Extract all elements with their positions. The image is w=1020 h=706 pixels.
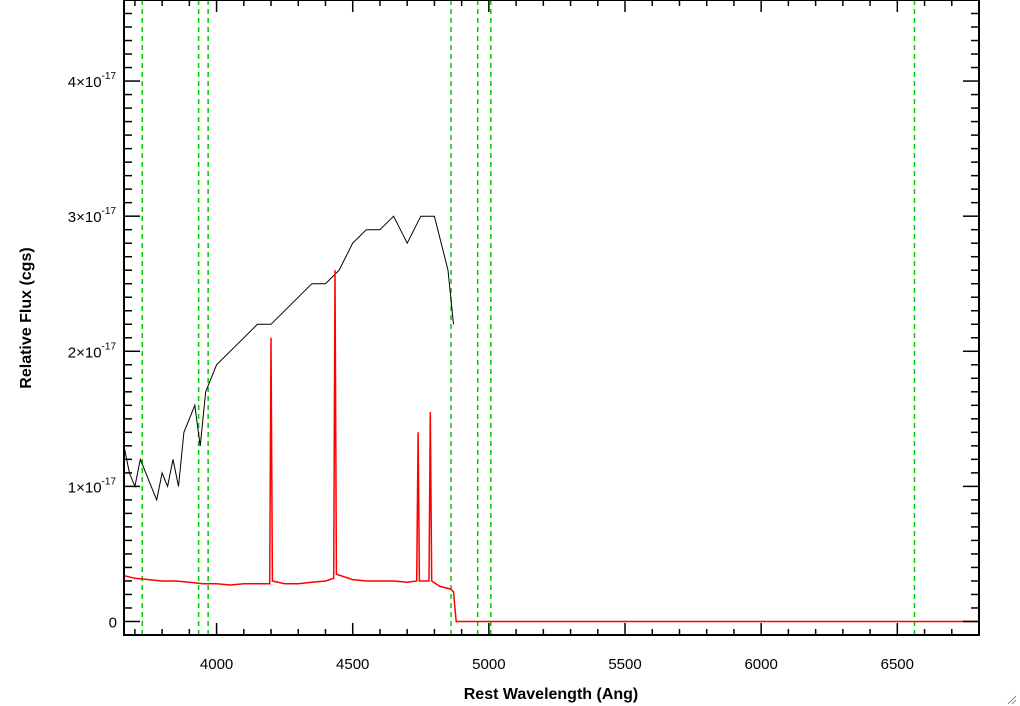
plot-axes [123, 0, 980, 636]
x-tick-label: 4000 [200, 656, 233, 673]
x-tick-label: 6000 [744, 656, 777, 673]
y-axis-label: Relative Flux (cgs) [18, 247, 35, 388]
y-tick-label: 4×10-17 [68, 71, 117, 91]
emission-line-markers [141, 0, 916, 635]
series-line-0 [123, 215, 454, 502]
x-tick-label: 6500 [881, 656, 914, 673]
x-axis-label: Rest Wavelength (Ang) [464, 686, 639, 703]
x-tick-label: 5000 [472, 656, 505, 673]
y-tick-label: 1×10-17 [68, 476, 117, 496]
y-tick-label: 0 [109, 614, 117, 631]
spectrum-series [123, 215, 979, 623]
resize-grip-icon[interactable] [1006, 694, 1016, 704]
x-axis-ticks: 4000 4500 5000 5500 6000 6500 [134, 0, 980, 673]
series-line-1 [123, 270, 979, 623]
x-tick-label: 5500 [608, 656, 641, 673]
y-tick-label: 2×10-17 [68, 341, 117, 361]
y-tick-label: 3×10-17 [68, 206, 117, 226]
plot-frame [123, 0, 980, 636]
x-tick-label: 4500 [336, 656, 369, 673]
y-axis-ticks: 0 1×10-17 2×10-17 3×10-17 4×10-17 [68, 12, 979, 631]
